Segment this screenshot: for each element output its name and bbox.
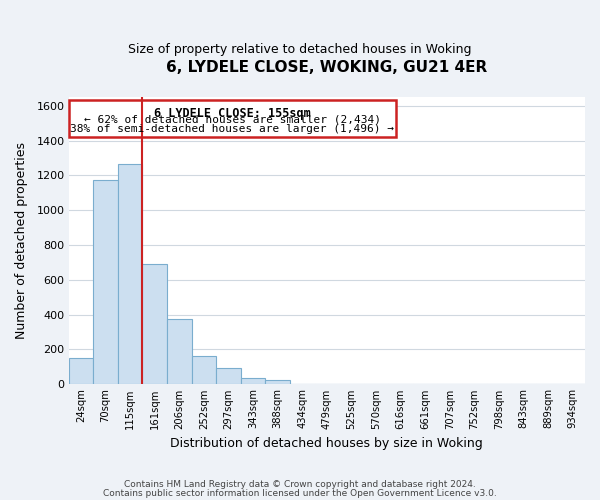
- Y-axis label: Number of detached properties: Number of detached properties: [15, 142, 28, 339]
- Text: Contains HM Land Registry data © Crown copyright and database right 2024.: Contains HM Land Registry data © Crown c…: [124, 480, 476, 489]
- Bar: [167, 319, 191, 384]
- Bar: [191, 356, 216, 384]
- Bar: [68, 358, 93, 384]
- X-axis label: Distribution of detached houses by size in Woking: Distribution of detached houses by size …: [170, 437, 483, 450]
- Bar: [142, 264, 167, 384]
- FancyBboxPatch shape: [68, 100, 395, 138]
- Text: ← 62% of detached houses are smaller (2,434): ← 62% of detached houses are smaller (2,…: [83, 114, 380, 124]
- Text: Size of property relative to detached houses in Woking: Size of property relative to detached ho…: [128, 42, 472, 56]
- Bar: [241, 378, 265, 384]
- Bar: [93, 180, 118, 384]
- Text: 38% of semi-detached houses are larger (1,496) →: 38% of semi-detached houses are larger (…: [70, 124, 394, 134]
- Text: 6 LYDELE CLOSE: 155sqm: 6 LYDELE CLOSE: 155sqm: [154, 107, 311, 120]
- Text: Contains public sector information licensed under the Open Government Licence v3: Contains public sector information licen…: [103, 488, 497, 498]
- Bar: [216, 368, 241, 384]
- Bar: [118, 164, 142, 384]
- Title: 6, LYDELE CLOSE, WOKING, GU21 4ER: 6, LYDELE CLOSE, WOKING, GU21 4ER: [166, 60, 487, 75]
- Bar: [265, 380, 290, 384]
